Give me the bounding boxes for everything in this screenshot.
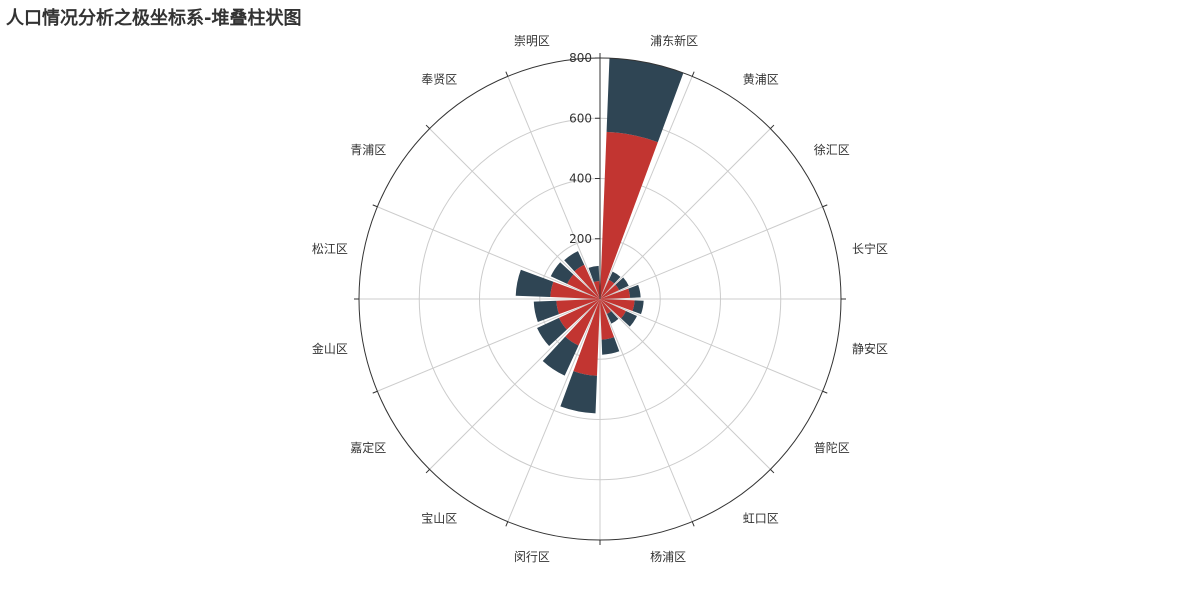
grid-radial-line	[429, 128, 601, 300]
angle-axis-tick	[770, 124, 775, 129]
grid-radial-line	[377, 206, 601, 300]
radius-tick-label: 800	[569, 51, 592, 65]
bar-segment-series-2	[515, 269, 554, 298]
category-label: 崇明区	[514, 34, 550, 48]
bar-segment-series-1	[600, 299, 612, 315]
bar-layer	[515, 58, 684, 414]
grid-radial-line	[599, 298, 693, 522]
angle-axis-tick	[505, 521, 509, 527]
bar-segment-series-1	[600, 299, 626, 319]
angle-axis-tick	[425, 124, 430, 129]
category-label: 宝山区	[421, 512, 457, 526]
bar-segment-series-2	[632, 300, 644, 315]
grid-radial-line	[507, 298, 601, 522]
category-label: 嘉定区	[350, 440, 386, 455]
bar-segment-series-1	[574, 264, 600, 299]
angle-axis-tick	[425, 469, 430, 474]
bar-segment-series-2	[615, 277, 629, 291]
bar-segment-series-1	[600, 288, 631, 299]
category-label: 徐汇区	[814, 142, 850, 157]
angle-axis-tick	[822, 204, 828, 208]
category-label: 黄浦区	[743, 72, 779, 86]
bar-segment-series-1	[600, 279, 615, 299]
bar-segment-series-2	[601, 337, 620, 355]
grid-radial-line	[429, 298, 601, 470]
radius-tick-label: 400	[569, 172, 592, 186]
chart-title: 人口情况分析之极坐标系-堆叠柱状图	[6, 8, 302, 29]
bar-segment-series-1	[600, 299, 635, 311]
bar-segment-series-1	[567, 274, 600, 299]
bar-segment-series-1	[600, 284, 620, 299]
bar-segment-series-1	[573, 299, 600, 376]
category-label: 杨浦区	[650, 549, 686, 564]
bar-segment-series-1	[600, 299, 615, 340]
category-label: 普陀区	[814, 440, 850, 455]
bar-segment-series-2	[533, 300, 560, 322]
angle-axis-tick	[505, 71, 509, 77]
radius-tick-label: 200	[569, 232, 592, 246]
category-label: 静安区	[852, 341, 888, 356]
bar-segment-series-2	[550, 262, 574, 284]
angle-axis-tick	[822, 390, 828, 394]
category-label: 浦东新区	[650, 33, 698, 48]
category-label: 奉贤区	[421, 72, 457, 86]
bar-segment-series-2	[606, 311, 619, 324]
grid-radial-line	[599, 298, 771, 470]
category-label: 青浦区	[350, 143, 386, 157]
angle-axis-tick	[372, 390, 378, 394]
category-label: 闵行区	[514, 549, 550, 564]
bar-segment-series-1	[556, 299, 600, 315]
grid-radial-line	[507, 76, 601, 300]
bar-segment-series-2	[537, 317, 567, 347]
grid-radial-line	[599, 298, 823, 392]
bar-segment-series-2	[608, 271, 621, 284]
bar-segment-series-2	[606, 58, 684, 143]
category-label: 松江区	[312, 242, 348, 256]
category-label: 长宁区	[852, 241, 888, 256]
bar-segment-series-2	[588, 265, 600, 283]
radius-tick-label: 600	[569, 111, 592, 125]
bar-segment-series-1	[565, 299, 600, 346]
grid-radial-line	[377, 298, 601, 392]
angle-axis-tick	[691, 71, 695, 77]
bar-segment-series-2	[628, 284, 641, 298]
angle-axis-tick	[770, 469, 775, 474]
bar-segment-series-1	[558, 299, 600, 330]
bar-segment-series-1	[593, 280, 600, 299]
grid-radial-line	[599, 128, 771, 300]
angle-axis-tick	[691, 521, 695, 527]
grid-radial-line	[599, 206, 823, 300]
bar-segment-series-2	[560, 371, 597, 414]
bar-segment-series-2	[542, 336, 579, 376]
angle-axis-tick	[372, 204, 378, 208]
bar-segment-series-1	[600, 131, 658, 299]
category-label: 金山区	[312, 341, 348, 356]
bar-segment-series-2	[564, 251, 585, 272]
bar-segment-series-2	[621, 310, 637, 327]
grid-radial-line	[599, 76, 693, 300]
bar-segment-series-1	[550, 281, 600, 299]
category-label: 虹口区	[743, 512, 779, 526]
